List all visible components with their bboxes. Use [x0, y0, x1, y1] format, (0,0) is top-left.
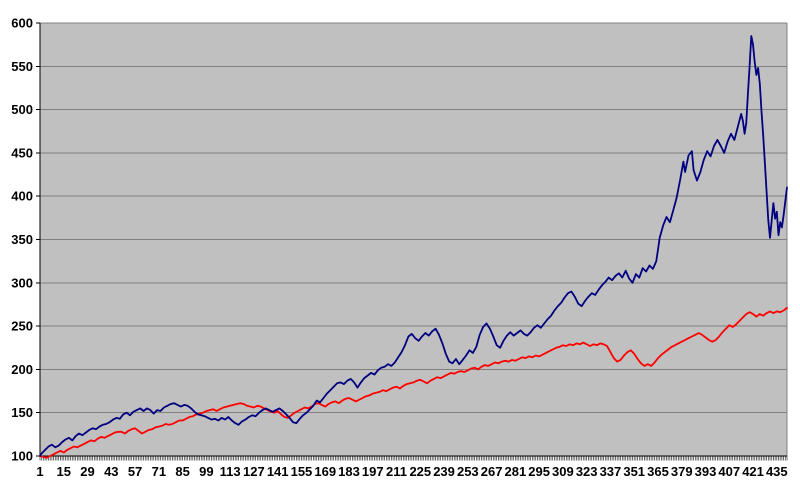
x-axis-label: 127	[243, 464, 265, 479]
x-axis-label: 407	[718, 464, 740, 479]
x-axis-label: 309	[552, 464, 574, 479]
x-axis-label: 141	[267, 464, 289, 479]
y-axis-label: 200	[11, 362, 33, 377]
x-axis-label: 351	[623, 464, 645, 479]
x-axis-label: 337	[600, 464, 622, 479]
x-axis-label: 155	[291, 464, 313, 479]
x-axis-label: 57	[128, 464, 142, 479]
x-axis-label: 281	[505, 464, 527, 479]
x-axis-label: 365	[647, 464, 669, 479]
y-axis-label: 150	[11, 405, 33, 420]
x-axis-label: 183	[338, 464, 360, 479]
y-axis-label: 100	[11, 449, 33, 464]
x-axis-label: 295	[528, 464, 550, 479]
y-axis-label: 450	[11, 145, 33, 160]
x-axis-label: 197	[362, 464, 384, 479]
x-axis-label: 15	[57, 464, 71, 479]
x-axis-label: 435	[766, 464, 788, 479]
x-axis-label: 211	[386, 464, 407, 479]
x-axis-label: 267	[481, 464, 503, 479]
x-axis-label: 29	[80, 464, 94, 479]
red-series-line	[39, 306, 788, 459]
y-axis-label: 550	[11, 59, 33, 74]
y-axis-label: 500	[11, 102, 33, 117]
y-axis-label: 400	[11, 189, 33, 204]
x-axis-label: 71	[152, 464, 166, 479]
x-axis-label: 225	[409, 464, 431, 479]
y-axis-label: 600	[11, 16, 33, 31]
blue-series-line	[39, 35, 788, 457]
x-axis-label: 85	[175, 464, 189, 479]
x-axis-label: 99	[199, 464, 213, 479]
x-axis-label: 393	[695, 464, 717, 479]
y-axis-label: 300	[11, 275, 33, 290]
x-axis-label: 169	[314, 464, 336, 479]
x-axis-label: 253	[457, 464, 479, 479]
x-axis-label: 1	[36, 464, 43, 479]
x-axis-label: 43	[104, 464, 118, 479]
x-axis-label: 239	[433, 464, 455, 479]
x-axis-label: 421	[742, 464, 764, 479]
x-axis-label: 379	[671, 464, 693, 479]
y-axis-label: 350	[11, 232, 33, 247]
y-axis-label: 250	[11, 319, 33, 334]
x-axis-label: 323	[576, 464, 598, 479]
x-axis-label: 113	[220, 464, 241, 479]
